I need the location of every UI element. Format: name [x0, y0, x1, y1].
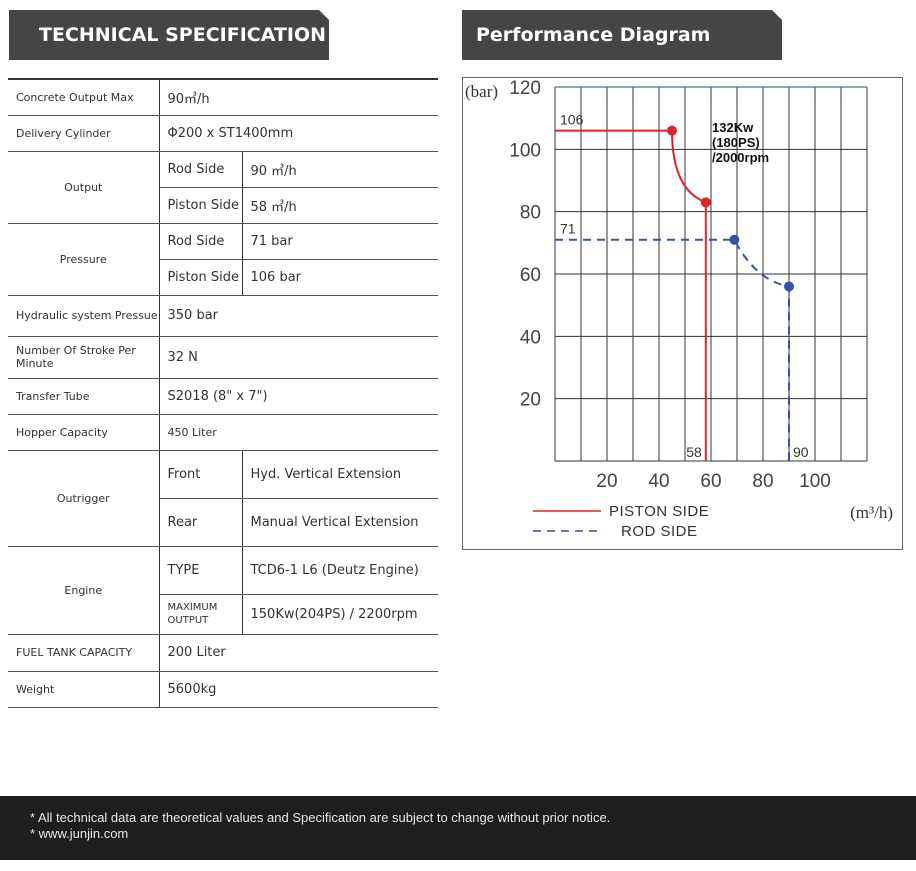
table-row: Outrigger Front Hyd. Vertical Extension [8, 450, 438, 547]
table-row: Hydraulic system Pressue 350 bar [8, 295, 438, 337]
data-point [700, 197, 711, 208]
spec-value: TCD6-1 L6 (Deutz Engine) [242, 546, 438, 595]
legend-label: ROD SIDE [621, 523, 698, 540]
spec-value: 106 bar [242, 259, 438, 296]
spec-value: 450 Liter [159, 414, 438, 451]
pressure-label: 71 [560, 221, 576, 237]
series-line-piston-side [555, 129, 707, 461]
spec-value: 150Kw(204PS) / 2200rpm [242, 594, 438, 635]
table-row: Output Rod Side 90 ㎥/h [8, 151, 438, 224]
spec-label: Concrete Output Max [8, 78, 160, 116]
pressure-label: 106 [560, 112, 584, 128]
table-row: Concrete Output Max 90㎥/h [8, 78, 438, 116]
flow-label: 58 [686, 444, 702, 460]
spec-value: Hyd. Vertical Extension [242, 450, 438, 499]
spec-label: Transfer Tube [8, 378, 160, 415]
spec-sublabel: Rod Side [159, 151, 243, 188]
table-row: Delivery Cylinder Φ200 x ST1400mm [8, 115, 438, 152]
data-point [667, 125, 677, 136]
spec-sublabel: Piston Side [159, 187, 243, 224]
spec-value: 90 ㎥/h [242, 151, 438, 188]
spec-section-title: TECHNICAL SPECIFICATION [9, 10, 329, 60]
legend-label: PISTON SIDE [609, 503, 709, 520]
y-axis-label: (bar) [465, 82, 498, 101]
spec-label: Hopper Capacity [8, 414, 160, 451]
spec-value: 71 bar [242, 223, 438, 260]
spec-sublabel: Piston Side [159, 259, 243, 296]
spec-value: 5600kg [159, 671, 438, 708]
footer-note: * All technical data are theoretical val… [0, 796, 916, 860]
spec-label: Engine [8, 546, 160, 635]
data-point [784, 281, 794, 292]
x-tick-label: 60 [700, 471, 721, 492]
spec-value: 32 N [159, 336, 438, 379]
x-tick-label: 80 [752, 471, 773, 492]
spec-sublabel: TYPE [159, 546, 243, 595]
power-annotation: /2000rpm [712, 150, 769, 165]
power-annotation: 132Kw [712, 120, 754, 135]
table-row: Number Of Stroke Per Minute 32 N [8, 336, 438, 379]
spec-label: Outrigger [8, 450, 160, 547]
spec-label: Hydraulic system Pressue [8, 295, 160, 337]
table-row: Pressure Rod Side 71 bar [8, 223, 438, 296]
table-row: MAXIMUM OUTPUT 150Kw(204PS) / 2200rpm [8, 594, 438, 635]
spec-label: Delivery Cylinder [8, 115, 160, 152]
spec-label: Weight [8, 671, 160, 708]
performance-chart: 20 40 60 80 100 120 20 40 60 80 100 (bar) (m³/h) 106 5… [462, 77, 903, 550]
disclaimer-text: * All technical data are theoretical val… [30, 810, 611, 825]
y-tick-label: 120 [509, 78, 541, 99]
spec-label: Pressure [8, 223, 160, 296]
y-tick-label: 20 [520, 390, 541, 411]
x-tick-label: 40 [648, 471, 669, 492]
spec-value: 90㎥/h [159, 78, 438, 116]
table-row: Engine TYPE TCD6-1 L6 (Deutz Engine) [8, 546, 438, 635]
table-row: Transfer Tube S2018 (8" x 7") [8, 378, 438, 415]
spec-label: Number Of Stroke Per Minute [8, 336, 160, 379]
spec-table: Concrete Output Max 90㎥/h Delivery Cylin… [8, 78, 438, 708]
y-tick-label: 60 [520, 265, 541, 286]
spec-sublabel: Rod Side [159, 223, 243, 260]
table-row: Rear Manual Vertical Extension [8, 498, 438, 547]
y-tick-label: 40 [520, 327, 541, 348]
x-axis-label: (m³/h) [850, 503, 893, 522]
table-row: Hopper Capacity 450 Liter [8, 414, 438, 451]
y-tick-label: 100 [509, 140, 541, 161]
spec-value: 58 ㎥/h [242, 187, 438, 224]
table-row: Piston Side 58 ㎥/h [8, 187, 438, 224]
spec-sublabel: Front [159, 450, 243, 499]
spec-label: FUEL TANK CAPACITY [8, 634, 160, 672]
spec-sublabel: Rear [159, 498, 243, 547]
series-line-rod-side [555, 238, 790, 461]
table-row: FUEL TANK CAPACITY 200 Liter [8, 634, 438, 672]
data-point [729, 234, 740, 245]
spec-value: S2018 (8" x 7") [159, 378, 438, 415]
flow-label: 90 [793, 444, 809, 460]
table-row: Weight 5600kg [8, 671, 438, 708]
spec-label: Output [8, 151, 160, 224]
table-row: Piston Side 106 bar [8, 259, 438, 296]
x-tick-label: 20 [596, 471, 617, 492]
spec-value: Manual Vertical Extension [242, 498, 438, 547]
power-annotation: (180PS) [712, 135, 760, 150]
spec-value: 350 bar [159, 295, 438, 337]
x-tick-label: 100 [799, 471, 831, 492]
spec-value: Φ200 x ST1400mm [159, 115, 438, 152]
performance-section-title: Performance Diagram [462, 10, 782, 60]
spec-value: 200 Liter [159, 634, 438, 672]
website-text: * www.junjin.com [30, 826, 129, 841]
y-tick-label: 80 [520, 203, 541, 224]
spec-sublabel: MAXIMUM OUTPUT [159, 594, 243, 635]
